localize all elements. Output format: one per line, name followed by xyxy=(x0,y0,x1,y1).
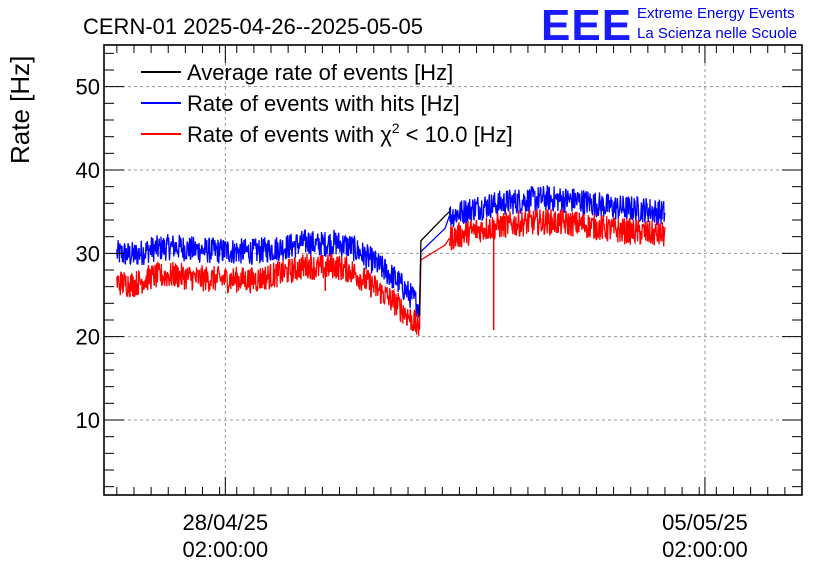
series-layer xyxy=(116,184,666,337)
y-tick-label: 40 xyxy=(76,158,100,183)
y-tick-label: 10 xyxy=(76,408,100,433)
legend-label-part: < 10.0 [Hz] xyxy=(400,122,513,147)
series-line xyxy=(418,211,450,316)
legend-label-superscript: 2 xyxy=(392,120,400,136)
series-line xyxy=(116,253,420,337)
legend-label-part: Rate of events with χ xyxy=(187,122,392,147)
y-axis-label: Rate [Hz] xyxy=(5,56,35,164)
x-tick-label: 02:00:00 xyxy=(662,537,748,562)
x-tick-label: 05/05/25 xyxy=(662,510,748,535)
series-line xyxy=(116,229,420,318)
y-tick-label: 50 xyxy=(76,75,100,100)
series-line xyxy=(448,209,666,251)
y-tick-label: 30 xyxy=(76,241,100,266)
org-line-2: La Scienza nelle Scuole xyxy=(637,25,797,42)
series-line xyxy=(448,184,666,228)
x-tick-label: 02:00:00 xyxy=(183,537,269,562)
tick-labels: 102030405028/04/2502:00:0005/05/2502:00:… xyxy=(76,75,748,562)
legend-label: Rate of events with hits [Hz] xyxy=(187,91,460,116)
legend-label: Average rate of events [Hz] xyxy=(187,60,453,85)
series-line xyxy=(418,237,450,331)
eee-logo: EEE Extreme Energy Events La Scienza nel… xyxy=(541,1,797,50)
legend-label: Rate of events with χ2 < 10.0 [Hz] xyxy=(187,120,513,147)
y-tick-label: 20 xyxy=(76,325,100,350)
series-line xyxy=(418,215,451,308)
logo-text: EEE xyxy=(541,1,632,50)
x-tick-label: 28/04/25 xyxy=(183,510,269,535)
legend: Average rate of events [Hz] Rate of event… xyxy=(141,60,513,147)
grid xyxy=(104,45,802,495)
axis-ticks xyxy=(104,45,803,495)
chart-title: CERN-01 2025-04-26--2025-05-05 xyxy=(83,14,423,39)
org-line-1: Extreme Energy Events xyxy=(637,5,795,22)
